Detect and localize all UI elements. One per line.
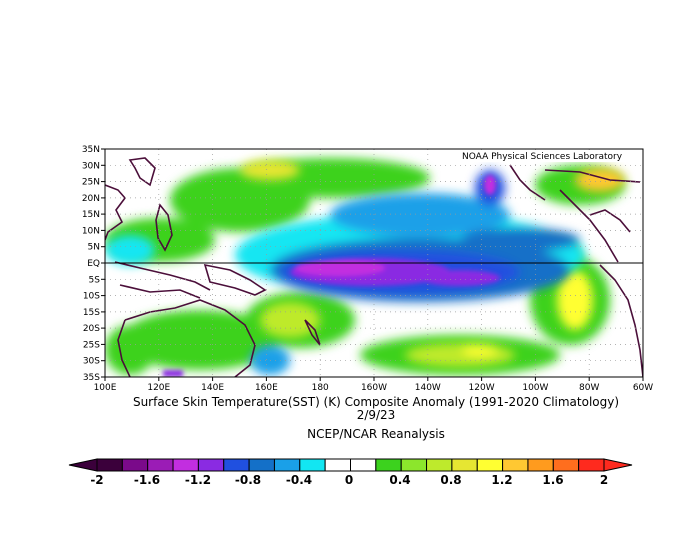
longitude-axis: 100E 120E 140E 160E 180 160W 140W 120W 1… bbox=[94, 377, 653, 393]
coastlines bbox=[105, 157, 643, 377]
colorbar-cells bbox=[68, 458, 633, 472]
lon-label: 140W bbox=[415, 383, 441, 393]
colorbar-cell bbox=[273, 458, 301, 472]
colorbar-cell bbox=[147, 458, 174, 472]
colorbar-label: -1.6 bbox=[134, 473, 160, 487]
lat-label: 15S bbox=[83, 308, 100, 318]
lat-label: 5N bbox=[88, 243, 100, 253]
colorbar-cell bbox=[426, 458, 453, 472]
colorbar-cell bbox=[248, 458, 275, 472]
lat-label: 20N bbox=[82, 194, 100, 204]
colorbar-label: -0.4 bbox=[286, 473, 312, 487]
lon-label: 160E bbox=[255, 383, 278, 393]
lon-label: 120E bbox=[147, 383, 170, 393]
colorbar-label: 1.2 bbox=[491, 473, 512, 487]
latitude-axis: 35N 30N 25N 20N 15N 10N 5N EQ 5S 10S 15S… bbox=[82, 145, 105, 383]
lon-label: 120W bbox=[469, 383, 495, 393]
lon-label: 160W bbox=[361, 383, 387, 393]
lat-label: 10S bbox=[83, 292, 100, 302]
lat-label: 30N bbox=[82, 161, 100, 171]
lat-label: 25S bbox=[83, 340, 100, 350]
sst-anomaly-map: NOAA Physical Sciences Laboratory 35N 30… bbox=[82, 145, 653, 393]
colorbar-cell bbox=[324, 458, 351, 472]
colorbar-cell bbox=[552, 458, 580, 472]
colorbar-cell bbox=[502, 458, 529, 472]
colorbar-cell bbox=[578, 458, 605, 472]
lon-label: 180 bbox=[312, 383, 329, 393]
lon-label: 100E bbox=[94, 383, 117, 393]
colorbar-label: 0.4 bbox=[389, 473, 410, 487]
lon-label: 80W bbox=[579, 383, 599, 393]
credit-text: NOAA Physical Sciences Laboratory bbox=[462, 152, 623, 162]
colorbar-cell bbox=[476, 458, 504, 472]
lon-label: 140E bbox=[201, 383, 224, 393]
colorbar-label: -2 bbox=[90, 473, 103, 487]
anomaly-field bbox=[105, 149, 643, 377]
credit-box bbox=[459, 150, 642, 162]
lat-label: 25N bbox=[82, 178, 100, 188]
lon-label: 100W bbox=[522, 383, 548, 393]
colorbar-label: 2 bbox=[600, 473, 608, 487]
colorbar-cell bbox=[197, 458, 225, 472]
colorbar-cell bbox=[400, 458, 428, 472]
lat-label: 30S bbox=[83, 357, 100, 367]
colorbar-cell bbox=[527, 458, 554, 472]
colorbar-cell bbox=[121, 458, 149, 472]
colorbar-label: -0.8 bbox=[235, 473, 261, 487]
colorbar-cell bbox=[96, 458, 123, 472]
lat-label: 20S bbox=[83, 324, 100, 334]
colorbar-cell bbox=[350, 458, 377, 472]
lat-label: 35S bbox=[83, 373, 100, 383]
colorbar-cell bbox=[375, 458, 402, 472]
colorbar: -2 -1.6 -1.2 -0.8 -0.4 0 0.4 0.8 1.2 1.6… bbox=[68, 458, 633, 487]
colorbar-arrow-right bbox=[603, 458, 633, 472]
lat-label: EQ bbox=[87, 259, 100, 269]
colorbar-cell bbox=[299, 458, 326, 472]
colorbar-label: 0 bbox=[345, 473, 353, 487]
lon-label: 60W bbox=[633, 383, 653, 393]
lat-label: 5S bbox=[89, 275, 101, 285]
lat-label: 10N bbox=[82, 226, 100, 236]
colorbar-label: 1.6 bbox=[542, 473, 563, 487]
lat-label: 15N bbox=[82, 210, 100, 220]
lat-label: 35N bbox=[82, 145, 100, 155]
colorbar-labels: -2 -1.6 -1.2 -0.8 -0.4 0 0.4 0.8 1.2 1.6… bbox=[90, 473, 608, 487]
map-title: Surface Skin Temperature(SST) (K) Compos… bbox=[132, 395, 620, 409]
colorbar-label: 0.8 bbox=[440, 473, 461, 487]
data-source: NCEP/NCAR Reanalysis bbox=[307, 427, 445, 441]
colorbar-cell bbox=[172, 458, 199, 472]
colorbar-label: -1.2 bbox=[185, 473, 211, 487]
map-date: 2/9/23 bbox=[356, 408, 396, 422]
warm-anomaly-regions bbox=[240, 160, 625, 367]
colorbar-arrow-left bbox=[68, 458, 98, 472]
colorbar-cell bbox=[451, 458, 478, 472]
graticule bbox=[105, 149, 643, 377]
colorbar-cell bbox=[223, 458, 250, 472]
